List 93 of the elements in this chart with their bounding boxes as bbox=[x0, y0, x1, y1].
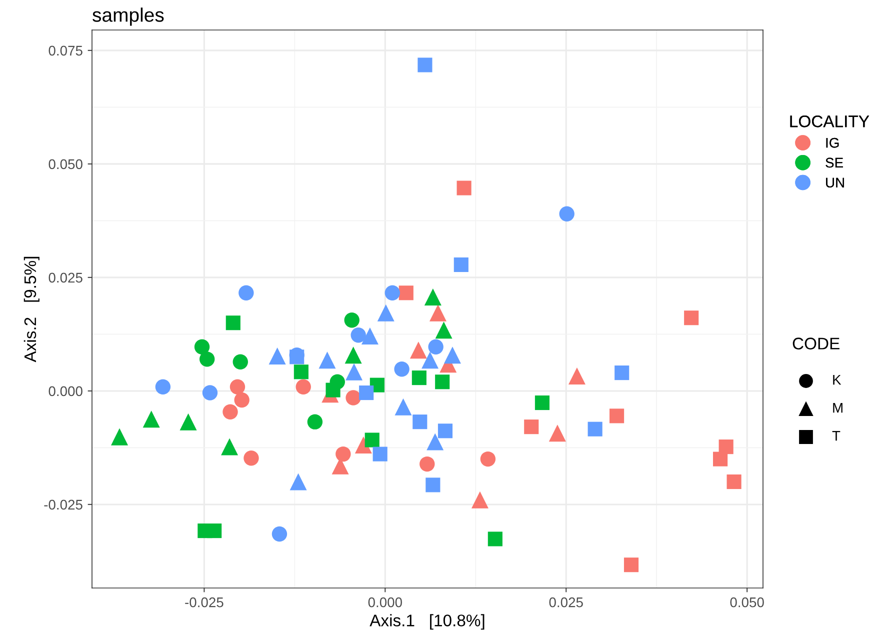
chart-title: samples bbox=[92, 8, 164, 26]
point bbox=[199, 352, 215, 367]
point bbox=[294, 364, 308, 380]
legend-title: LOCALITY bbox=[790, 115, 870, 128]
point bbox=[180, 413, 197, 430]
point bbox=[155, 379, 171, 394]
point bbox=[142, 410, 160, 428]
point bbox=[426, 433, 444, 450]
point bbox=[420, 456, 435, 472]
point bbox=[471, 491, 488, 508]
point bbox=[207, 524, 222, 538]
point bbox=[614, 366, 630, 380]
point bbox=[221, 438, 238, 456]
point bbox=[435, 322, 452, 339]
point bbox=[372, 446, 388, 462]
point bbox=[624, 558, 639, 572]
point bbox=[222, 404, 238, 420]
point bbox=[588, 422, 602, 436]
point bbox=[610, 408, 624, 424]
point bbox=[359, 385, 374, 400]
point bbox=[488, 532, 502, 546]
point bbox=[232, 354, 248, 370]
point bbox=[524, 420, 539, 434]
x-tick-label: -0.025 bbox=[185, 597, 224, 608]
y-axis-title: Axis.2 [9.5%] bbox=[24, 256, 40, 362]
point bbox=[428, 339, 444, 355]
point bbox=[272, 526, 288, 542]
point bbox=[559, 206, 574, 222]
point bbox=[234, 392, 250, 408]
point bbox=[568, 367, 586, 384]
point bbox=[336, 446, 351, 462]
point bbox=[296, 379, 311, 394]
legend-label: IG bbox=[826, 138, 839, 148]
y-tick-label: 0.050 bbox=[48, 159, 82, 170]
point bbox=[480, 451, 496, 467]
text: K bbox=[833, 375, 842, 385]
point bbox=[202, 385, 218, 400]
point bbox=[444, 346, 461, 364]
point bbox=[534, 395, 550, 410]
point bbox=[718, 440, 734, 454]
point bbox=[384, 285, 400, 300]
point bbox=[412, 414, 428, 430]
point bbox=[426, 478, 440, 492]
point bbox=[422, 352, 439, 369]
point bbox=[364, 432, 380, 448]
point bbox=[244, 450, 259, 466]
point bbox=[398, 286, 414, 300]
x-tick-label: 0.050 bbox=[730, 597, 764, 608]
point bbox=[713, 452, 728, 466]
text: CODE bbox=[792, 338, 840, 350]
point bbox=[548, 424, 566, 442]
point bbox=[684, 310, 699, 326]
x-axis-title: Axis.1 [10.8%] bbox=[370, 614, 484, 630]
point bbox=[307, 414, 323, 430]
y-tick-label: 0.000 bbox=[48, 386, 82, 396]
point bbox=[111, 428, 128, 446]
point bbox=[394, 398, 412, 416]
point bbox=[346, 390, 361, 406]
point bbox=[456, 180, 472, 196]
point bbox=[410, 342, 427, 359]
point bbox=[268, 347, 286, 364]
point bbox=[238, 285, 254, 300]
y-tick-label: 0.075 bbox=[48, 46, 82, 56]
point bbox=[194, 339, 210, 355]
point bbox=[438, 424, 453, 438]
point bbox=[346, 363, 363, 380]
x-tick-label: 0.025 bbox=[549, 597, 583, 608]
point bbox=[350, 328, 366, 343]
point bbox=[418, 58, 432, 72]
text: T bbox=[832, 431, 840, 441]
legend-label: SE bbox=[826, 158, 843, 168]
point bbox=[424, 288, 442, 306]
point bbox=[290, 350, 304, 364]
point bbox=[429, 304, 446, 322]
point bbox=[412, 370, 426, 386]
point bbox=[318, 352, 336, 369]
point bbox=[361, 328, 378, 345]
y-tick-label: -0.025 bbox=[44, 500, 82, 510]
point bbox=[326, 382, 340, 398]
point bbox=[290, 473, 307, 490]
legend-label: UN bbox=[826, 178, 844, 188]
point bbox=[344, 312, 360, 328]
y-tick-label: 0.025 bbox=[48, 272, 82, 283]
text: M bbox=[833, 403, 842, 413]
x-tick-label: 0.000 bbox=[368, 597, 402, 608]
point bbox=[726, 474, 742, 490]
point bbox=[394, 362, 410, 377]
point bbox=[435, 374, 450, 390]
point bbox=[230, 379, 246, 394]
point bbox=[377, 304, 394, 322]
point bbox=[454, 257, 468, 272]
point bbox=[226, 316, 240, 330]
point bbox=[344, 346, 362, 364]
